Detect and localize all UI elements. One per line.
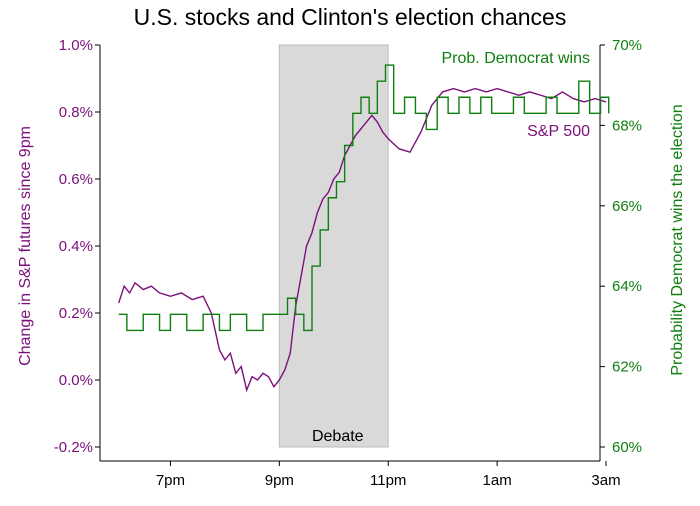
left-tick-label: 0.8% bbox=[59, 104, 93, 121]
left-tick-label: 0.4% bbox=[59, 238, 93, 255]
sp500-line bbox=[118, 87, 607, 393]
chart-title: U.S. stocks and Clinton's election chanc… bbox=[133, 4, 567, 30]
left-tick-label: -0.2% bbox=[54, 439, 93, 456]
right-tick-label: 60% bbox=[612, 439, 642, 456]
x-tick-label: 1am bbox=[483, 472, 512, 489]
left-tick-label: 0.2% bbox=[59, 305, 93, 322]
right-tick-label: 62% bbox=[612, 359, 642, 376]
left-tick-label: 0.0% bbox=[59, 372, 93, 389]
right-tick-label: 66% bbox=[612, 198, 642, 215]
x-tick-label: 7pm bbox=[156, 472, 185, 489]
right-tick-label: 68% bbox=[612, 117, 642, 134]
left-tick-label: 1.0% bbox=[59, 37, 93, 54]
right-axis-title: Probability Democrat wins the election bbox=[669, 104, 686, 375]
right-tick-label: 64% bbox=[612, 278, 642, 295]
x-tick-label: 3am bbox=[591, 472, 620, 489]
left-tick-label: 0.6% bbox=[59, 171, 93, 188]
debate-shaded-region bbox=[278, 44, 389, 448]
x-tick-label: 11pm bbox=[370, 472, 406, 489]
series-label-sp500: S&P 500 bbox=[527, 123, 590, 140]
democrat-prob-line bbox=[118, 64, 610, 332]
x-tick-label: 9pm bbox=[265, 472, 294, 489]
right-tick-label: 70% bbox=[612, 37, 642, 54]
series-label-democrat: Prob. Democrat wins bbox=[442, 50, 591, 67]
debate-label: Debate bbox=[312, 428, 364, 445]
left-axis-title: Change in S&P futures since 9pm bbox=[17, 126, 34, 366]
